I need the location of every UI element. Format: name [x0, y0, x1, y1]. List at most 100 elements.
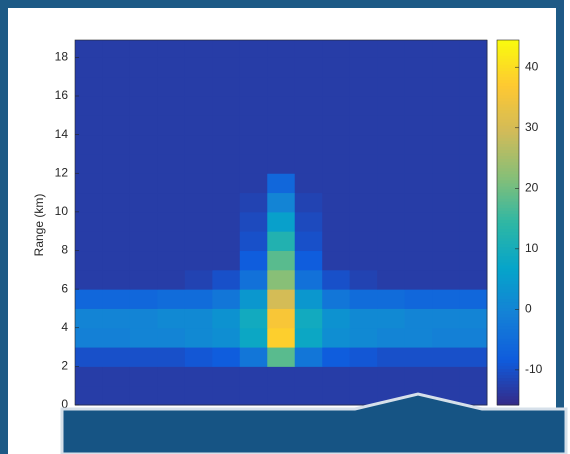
heatmap-cell	[460, 251, 488, 271]
heatmap-cell	[322, 289, 350, 309]
heatmap-cell	[295, 231, 323, 251]
heatmap-cell	[267, 135, 295, 155]
colorbar-swatch	[497, 347, 519, 351]
colorbar-swatch	[497, 153, 519, 157]
heatmap-cell	[75, 328, 103, 348]
heatmap-cell	[212, 173, 240, 193]
heatmap-cell	[102, 57, 130, 77]
colorbar-swatch	[497, 201, 519, 205]
heatmap-cell	[267, 308, 295, 328]
heatmap-cell	[75, 366, 103, 386]
heatmap-cell	[185, 173, 213, 193]
heatmap-cell	[102, 270, 130, 290]
heatmap-cell	[432, 57, 460, 77]
colorbar-tick-label: -10	[525, 362, 543, 376]
colorbar-swatch	[497, 116, 519, 120]
colorbar-swatch	[497, 101, 519, 105]
colorbar-swatch	[497, 378, 519, 382]
heatmap-cell	[377, 77, 405, 97]
colorbar-swatch	[497, 250, 519, 254]
heatmap-cell	[185, 270, 213, 290]
heatmap-cell	[240, 173, 268, 193]
colorbar-swatch	[497, 229, 519, 233]
heatmap-cell	[185, 212, 213, 232]
heatmap-cell	[157, 270, 185, 290]
heatmap-cell	[432, 270, 460, 290]
colorbar-swatch	[497, 353, 519, 357]
heatmap-cell	[295, 308, 323, 328]
heatmap-cell	[377, 308, 405, 328]
heatmap-cell	[460, 231, 488, 251]
heatmap-cell	[267, 251, 295, 271]
heatmap-cell	[295, 40, 323, 58]
heatmap-cell	[130, 270, 158, 290]
colorbar-swatch	[497, 262, 519, 266]
colorbar-swatch	[497, 122, 519, 126]
heatmap-cell	[75, 173, 103, 193]
heatmap-cell	[157, 57, 185, 77]
colorbar-swatch	[497, 150, 519, 154]
colorbar-swatch	[497, 314, 519, 318]
heatmap-cell	[212, 40, 240, 58]
heatmap-cell	[460, 347, 488, 367]
heatmap-cell	[295, 270, 323, 290]
colorbar-swatch	[497, 238, 519, 242]
heatmap-cell	[185, 115, 213, 135]
heatmap-cell	[377, 57, 405, 77]
colorbar-swatch	[497, 335, 519, 339]
colorbar-swatch	[497, 317, 519, 321]
heatmap-cell	[130, 347, 158, 367]
heatmap-cell	[212, 135, 240, 155]
heatmap-cell	[460, 40, 488, 58]
colorbar-swatch	[497, 207, 519, 211]
heatmap-cell	[295, 173, 323, 193]
heatmap-cell	[240, 328, 268, 348]
heatmap-cell	[212, 308, 240, 328]
heatmap-cell	[157, 328, 185, 348]
heatmap-cell	[185, 57, 213, 77]
heatmap-cell	[240, 347, 268, 367]
heatmap-cell	[405, 231, 433, 251]
colorbar-swatch	[497, 362, 519, 366]
heatmap-cell	[130, 328, 158, 348]
heatmap-cell	[295, 135, 323, 155]
heatmap-cell	[350, 135, 378, 155]
heatmap-cell	[350, 289, 378, 309]
heatmap-cell	[295, 115, 323, 135]
heatmap-cell	[102, 40, 130, 58]
heatmap-cell	[322, 270, 350, 290]
heatmap-cell	[432, 173, 460, 193]
colorbar-swatch	[497, 43, 519, 47]
heatmap-cell	[295, 96, 323, 116]
chart: 024681012141618-10010203040 Range (km)	[0, 0, 570, 454]
heatmap-cell	[212, 386, 240, 406]
heatmap-cell	[75, 386, 103, 406]
heatmap-cell	[377, 40, 405, 58]
heatmap-cell	[240, 135, 268, 155]
heatmap-cell	[322, 135, 350, 155]
colorbar-swatch	[497, 177, 519, 181]
heatmap-cell	[460, 57, 488, 77]
heatmap-cell	[240, 212, 268, 232]
y-tick-label: 2	[61, 359, 68, 373]
colorbar-swatch	[497, 338, 519, 342]
heatmap-cell	[185, 231, 213, 251]
colorbar-swatch	[497, 320, 519, 324]
colorbar-swatch	[497, 119, 519, 123]
heatmap-cell	[377, 154, 405, 174]
heatmap-cell	[185, 135, 213, 155]
heatmap-cell	[295, 77, 323, 97]
heatmap-cell	[405, 347, 433, 367]
heatmap-cell	[432, 251, 460, 271]
y-tick-label: 4	[61, 320, 68, 334]
heatmap-cell	[322, 308, 350, 328]
heatmap-cell	[350, 173, 378, 193]
heatmap-cell	[405, 328, 433, 348]
heatmap-cell	[102, 386, 130, 406]
heatmap-cell	[267, 96, 295, 116]
colorbar-swatch	[497, 89, 519, 93]
heatmap-cell	[267, 212, 295, 232]
heatmap-cell	[130, 366, 158, 386]
heatmap-cell	[322, 77, 350, 97]
colorbar-swatch	[497, 174, 519, 178]
